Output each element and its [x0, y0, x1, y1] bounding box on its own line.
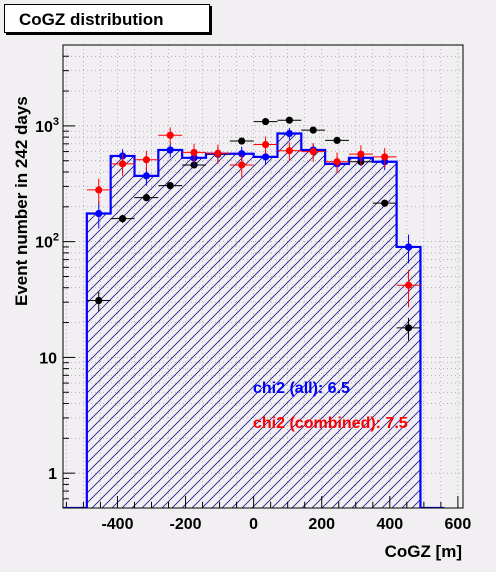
point-marker — [142, 156, 151, 164]
point-marker — [166, 181, 174, 190]
chart-title: CoGZ distribution — [19, 10, 164, 29]
data-point-red — [325, 152, 349, 174]
data-point-blue — [134, 167, 159, 186]
point-marker — [333, 158, 341, 166]
point-marker — [261, 153, 270, 161]
point-marker — [261, 140, 270, 149]
point-marker — [238, 150, 246, 158]
points-layer — [86, 116, 421, 341]
point-marker — [285, 116, 293, 124]
x-tick-label: 200 — [308, 516, 335, 533]
data-point-blue — [396, 234, 421, 264]
y-axis-title: Event number in 242 days — [12, 96, 31, 306]
x-tick-label: 0 — [249, 516, 258, 533]
histogram-fill — [63, 133, 445, 508]
point-marker — [95, 186, 103, 194]
axes-layer: -400 -200 0 200 400 600 1 10 102 103 — [35, 44, 472, 533]
x-tick-label: -400 — [101, 516, 133, 533]
x-axis-title: CoGZ [m] — [385, 542, 462, 561]
point-marker — [118, 215, 127, 223]
point-marker — [142, 172, 151, 180]
data-point-red — [158, 127, 183, 145]
data-point-red — [372, 147, 397, 168]
point-marker — [95, 296, 103, 305]
point-marker — [404, 281, 413, 289]
point-marker — [309, 126, 317, 134]
x-tick-label: -200 — [170, 516, 202, 533]
data-point-red — [205, 144, 230, 164]
data-point-blue — [86, 202, 111, 229]
chi2-all-annotation: chi2 (all): 6.5 — [253, 380, 350, 397]
data-point-black — [301, 126, 326, 134]
point-marker — [95, 209, 103, 218]
point-marker — [238, 161, 246, 169]
point-marker — [333, 136, 341, 144]
point-marker — [309, 147, 317, 156]
data-point-black — [325, 136, 349, 144]
data-point-black — [229, 137, 254, 145]
data-point-red — [348, 145, 373, 165]
data-point-black — [134, 194, 159, 202]
point-marker — [404, 324, 413, 332]
data-point-black — [396, 317, 421, 341]
point-marker — [190, 148, 198, 157]
point-marker — [214, 149, 222, 157]
point-marker — [404, 243, 413, 251]
point-marker — [238, 137, 246, 145]
x-tick-label: 400 — [376, 516, 403, 533]
data-point-red — [229, 155, 254, 178]
data-point-red — [253, 136, 278, 155]
data-point-red — [134, 150, 159, 171]
data-point-red — [301, 143, 326, 162]
histogram-layer — [63, 132, 445, 508]
data-point-red — [182, 143, 206, 163]
point-marker — [118, 160, 127, 168]
point-marker — [261, 117, 270, 126]
y-tick-label: 10 — [39, 350, 57, 367]
data-point-red — [110, 154, 135, 176]
y-tick-label: 1 — [48, 466, 57, 483]
point-marker — [142, 194, 151, 202]
point-marker — [381, 153, 389, 161]
point-marker — [381, 199, 389, 207]
data-point-black — [372, 199, 397, 207]
y-tick-label: 103 — [35, 116, 59, 136]
point-marker — [285, 129, 293, 138]
y-tick-label: 102 — [35, 232, 59, 252]
chi2-combined-annotation: chi2 (combined): 7.5 — [253, 415, 408, 432]
data-point-red — [277, 142, 302, 161]
data-point-black — [253, 117, 278, 126]
data-point-red — [86, 178, 111, 205]
data-point-black — [110, 214, 135, 223]
data-point-blue — [277, 127, 302, 140]
data-point-black — [86, 291, 111, 312]
point-marker — [166, 146, 174, 154]
data-point-black — [158, 181, 183, 190]
data-point-red — [396, 269, 421, 308]
chart-title-box: CoGZ distribution — [4, 4, 210, 33]
data-point-black — [277, 116, 302, 124]
x-tick-label: 600 — [445, 516, 472, 533]
point-marker — [285, 147, 293, 155]
point-marker — [357, 150, 365, 158]
data-point-blue — [158, 143, 183, 158]
point-marker — [166, 131, 174, 139]
